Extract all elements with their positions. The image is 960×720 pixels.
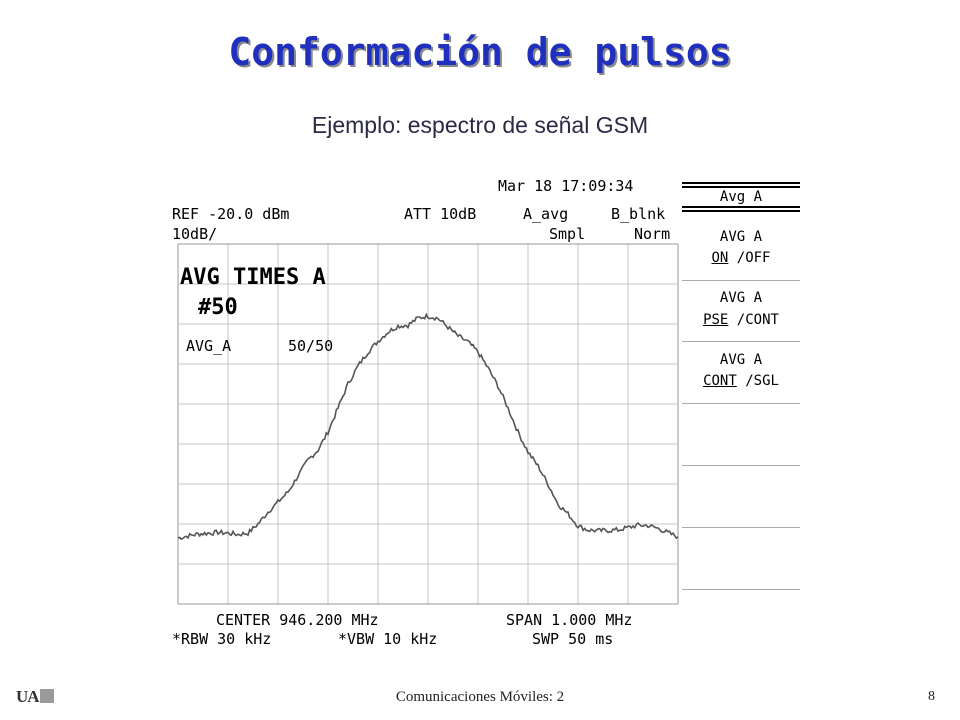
softkey-blank-5 bbox=[682, 465, 800, 466]
trace-a-mode: Smpl bbox=[549, 225, 586, 243]
center-frequency: CENTER 946.200 MHz bbox=[216, 611, 379, 629]
avg-count: #50 bbox=[198, 295, 238, 320]
softkey-panel: Avg A AVG A ON /OFF AVG A PSE /CONT AVG … bbox=[682, 172, 802, 652]
analyzer-timestamp: Mar 18 17:09:34 bbox=[498, 177, 634, 195]
reference-level: REF -20.0 dBm bbox=[172, 205, 290, 223]
footer-course-name: Comunicaciones Móviles: 2 bbox=[395, 689, 565, 705]
uam-logo: UA bbox=[16, 687, 54, 707]
spectrum-plot bbox=[177, 243, 679, 605]
trace-b-label: B_blnk bbox=[611, 205, 666, 223]
spectrum-trace-line bbox=[177, 312, 679, 541]
avg-times-label: AVG TIMES A bbox=[180, 265, 326, 290]
slide-subtitle: Ejemplo: espectro de señal GSM bbox=[311, 112, 649, 138]
trace-a-label: A_avg bbox=[523, 205, 569, 223]
softkey-pse-option: PSE bbox=[703, 312, 729, 328]
resolution-bandwidth: *RBW 30 kHz bbox=[172, 630, 272, 648]
plot-grid bbox=[177, 243, 679, 605]
attenuation: ATT 10dB bbox=[404, 205, 477, 223]
vertical-scale: 10dB/ bbox=[172, 225, 218, 243]
frequency-span: SPAN 1.000 MHz bbox=[506, 611, 633, 629]
spectrum-trace bbox=[177, 312, 679, 541]
page-number: 8 bbox=[928, 689, 935, 704]
spectrum-analyzer-screen: Mar 18 17:09:34 REF -20.0 dBm 10dB/ ATT … bbox=[168, 170, 802, 658]
softkey-on-option: ON bbox=[711, 250, 729, 266]
softkey-menu-header: Avg A bbox=[719, 189, 763, 205]
avg-status-value: 50/50 bbox=[288, 337, 334, 355]
trace-b-mode: Norm bbox=[634, 225, 671, 243]
softkey-cont-option: CONT bbox=[703, 373, 737, 389]
avg-status-label: AVG_A bbox=[186, 337, 232, 355]
sweep-time: SWP 50 ms bbox=[532, 630, 614, 648]
softkey-blank-7 bbox=[682, 589, 800, 590]
softkey-blank-6 bbox=[682, 527, 800, 528]
slide-title: Conformación de pulsos bbox=[228, 30, 732, 74]
video-bandwidth: *VBW 10 kHz bbox=[338, 630, 438, 648]
